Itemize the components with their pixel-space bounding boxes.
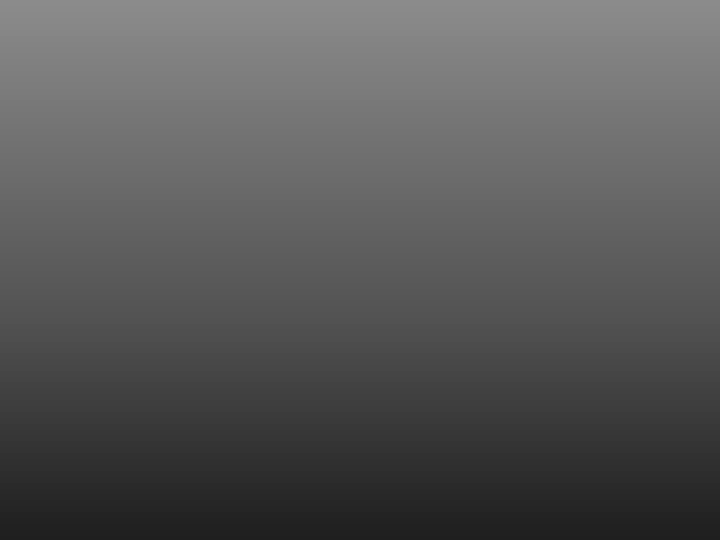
Circle shape [0, 16, 562, 524]
Circle shape [0, 18, 559, 522]
Circle shape [0, 13, 566, 527]
Circle shape [0, 17, 561, 523]
Wedge shape [223, 270, 423, 495]
Circle shape [0, 17, 560, 523]
Text: Sector(512 bytes in
DOS,
 4 KB in NTFS): Sector(512 bytes in DOS, 4 KB in NTFS) [314, 229, 638, 292]
Polygon shape [486, 216, 626, 287]
Circle shape [178, 236, 269, 304]
Circle shape [0, 18, 559, 522]
Polygon shape [351, 195, 520, 273]
Circle shape [0, 15, 563, 525]
Wedge shape [0, 11, 569, 529]
Circle shape [0, 19, 558, 521]
Text: Platte
r: Platte r [375, 119, 523, 158]
Circle shape [0, 14, 564, 526]
Circle shape [174, 233, 272, 307]
Circle shape [0, 16, 562, 524]
Polygon shape [272, 192, 541, 477]
Circle shape [0, 19, 558, 521]
Text: ARCHITECTURE OF THE HARD
DISK: ARCHITECTURE OF THE HARD DISK [18, 14, 475, 74]
Circle shape [0, 11, 568, 529]
Circle shape [0, 12, 567, 528]
Circle shape [0, 18, 559, 522]
Circle shape [0, 17, 561, 523]
Circle shape [170, 230, 276, 309]
Polygon shape [477, 241, 661, 483]
Circle shape [0, 14, 564, 526]
Circle shape [148, 213, 299, 327]
Circle shape [0, 15, 564, 525]
Circle shape [0, 14, 565, 526]
Circle shape [0, 18, 559, 522]
Circle shape [0, 12, 567, 528]
Polygon shape [499, 317, 647, 455]
Polygon shape [498, 312, 634, 350]
Circle shape [163, 225, 284, 315]
Circle shape [0, 16, 562, 524]
Polygon shape [14, 54, 310, 475]
Circle shape [0, 12, 567, 528]
Circle shape [189, 245, 257, 295]
Circle shape [166, 227, 280, 313]
Circle shape [0, 11, 568, 529]
Circle shape [0, 17, 560, 523]
Circle shape [0, 13, 566, 527]
Circle shape [202, 254, 245, 286]
Circle shape [0, 15, 564, 525]
Circle shape [181, 239, 265, 301]
Circle shape [155, 219, 291, 321]
Circle shape [0, 14, 565, 526]
Polygon shape [343, 404, 405, 492]
Text: Trac
k: Trac k [321, 179, 509, 218]
Circle shape [0, 11, 569, 529]
Text: ©2000 How Stuff Works: ©2000 How Stuff Works [244, 495, 397, 508]
Circle shape [159, 222, 287, 318]
Circle shape [151, 216, 295, 324]
Circle shape [0, 72, 487, 468]
Circle shape [0, 12, 567, 528]
Circle shape [185, 241, 261, 298]
Circle shape [0, 16, 562, 524]
